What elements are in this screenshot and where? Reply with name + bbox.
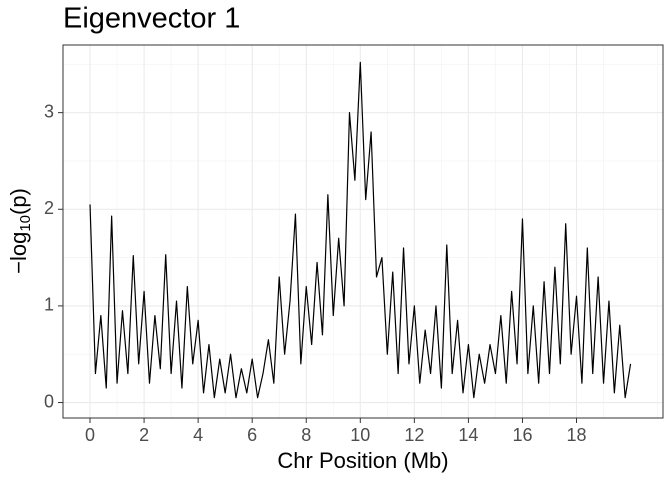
y-tick-label: 3: [44, 101, 54, 121]
x-tick-label: 4: [193, 425, 203, 445]
y-axis-title-part: (p): [6, 188, 31, 215]
y-tick-label: 2: [44, 198, 54, 218]
x-tick-label: 8: [301, 425, 311, 445]
chart-title: Eigenvector 1: [63, 3, 240, 35]
x-tick-label: 16: [512, 425, 532, 445]
x-tick-label: 18: [566, 425, 586, 445]
x-tick-label: 0: [85, 425, 95, 445]
y-axis-title-part: −log: [6, 232, 31, 274]
y-axis-title: −log10(p): [6, 188, 34, 274]
x-tick-label: 10: [350, 425, 370, 445]
x-axis-title: Chr Position (Mb): [277, 448, 448, 473]
y-tick-label: 0: [44, 391, 54, 411]
y-axis-title-subscript: 10: [17, 215, 34, 232]
panel-border: [62, 44, 664, 419]
y-tick-label: 1: [44, 295, 54, 315]
line-series: [89, 61, 632, 399]
x-tick-label: 6: [247, 425, 257, 445]
x-tick-label: 12: [404, 425, 424, 445]
x-tick-label: 14: [458, 425, 478, 445]
x-tick-label: 2: [139, 425, 149, 445]
